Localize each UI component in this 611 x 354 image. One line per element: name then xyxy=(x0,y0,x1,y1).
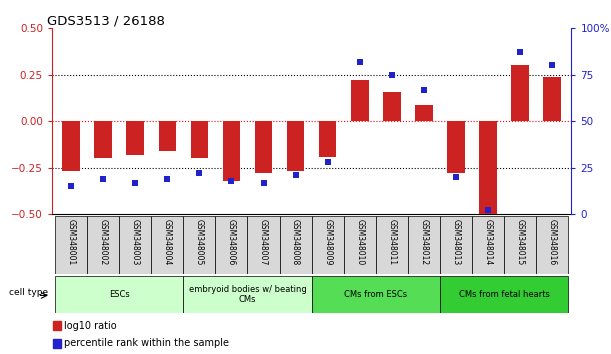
Bar xyxy=(543,77,561,121)
Bar xyxy=(183,216,216,274)
Bar xyxy=(55,276,183,313)
Point xyxy=(227,178,236,183)
Text: log10 ratio: log10 ratio xyxy=(64,321,117,331)
Text: GSM348012: GSM348012 xyxy=(419,219,428,265)
Bar xyxy=(415,104,433,121)
Point xyxy=(323,159,332,165)
Point xyxy=(130,180,140,185)
Bar xyxy=(440,216,472,274)
Text: GSM348014: GSM348014 xyxy=(483,219,492,265)
Bar xyxy=(511,65,529,121)
Bar xyxy=(62,121,80,171)
Bar xyxy=(376,216,408,274)
Bar xyxy=(222,121,240,181)
Bar xyxy=(54,339,61,348)
Text: GSM348013: GSM348013 xyxy=(452,219,460,265)
Text: CMs from ESCs: CMs from ESCs xyxy=(344,290,408,299)
Bar xyxy=(383,92,401,121)
Bar xyxy=(216,216,247,274)
Point xyxy=(66,183,76,189)
Text: GSM348009: GSM348009 xyxy=(323,219,332,265)
Text: embryoid bodies w/ beating
CMs: embryoid bodies w/ beating CMs xyxy=(189,285,306,304)
Text: GSM348007: GSM348007 xyxy=(259,219,268,265)
Bar xyxy=(351,80,368,121)
Text: ESCs: ESCs xyxy=(109,290,130,299)
Bar xyxy=(119,216,152,274)
Bar xyxy=(312,276,440,313)
Text: GSM348005: GSM348005 xyxy=(195,219,204,265)
Bar xyxy=(287,121,304,171)
Bar xyxy=(126,121,144,155)
Bar xyxy=(504,216,536,274)
Bar xyxy=(55,216,87,274)
Text: GSM348001: GSM348001 xyxy=(67,219,76,265)
Bar xyxy=(152,216,183,274)
Bar xyxy=(479,121,497,218)
Bar xyxy=(408,216,440,274)
Text: GSM348006: GSM348006 xyxy=(227,219,236,265)
Bar xyxy=(247,216,280,274)
Text: percentile rank within the sample: percentile rank within the sample xyxy=(64,338,229,348)
Bar xyxy=(54,321,61,330)
Point xyxy=(194,170,204,176)
Point xyxy=(355,59,365,65)
Bar xyxy=(440,276,568,313)
Text: GSM348016: GSM348016 xyxy=(547,219,557,265)
Text: GSM348002: GSM348002 xyxy=(99,219,108,265)
Text: GSM348015: GSM348015 xyxy=(516,219,524,265)
Bar xyxy=(280,216,312,274)
Text: CMs from fetal hearts: CMs from fetal hearts xyxy=(458,290,549,299)
Bar xyxy=(183,276,312,313)
Text: GSM348003: GSM348003 xyxy=(131,219,140,265)
Bar xyxy=(536,216,568,274)
Point xyxy=(483,207,493,213)
Point xyxy=(258,180,268,185)
Point xyxy=(387,72,397,78)
Bar xyxy=(319,121,337,156)
Point xyxy=(419,87,429,92)
Point xyxy=(163,176,172,182)
Point xyxy=(547,63,557,68)
Bar xyxy=(312,216,343,274)
Point xyxy=(515,50,525,55)
Text: GSM348008: GSM348008 xyxy=(291,219,300,265)
Bar xyxy=(472,216,504,274)
Text: cell type: cell type xyxy=(9,289,48,297)
Bar xyxy=(87,216,119,274)
Text: GDS3513 / 26188: GDS3513 / 26188 xyxy=(47,14,164,27)
Text: GSM348011: GSM348011 xyxy=(387,219,397,265)
Text: GSM348010: GSM348010 xyxy=(355,219,364,265)
Bar xyxy=(447,121,465,173)
Point xyxy=(98,176,108,182)
Text: GSM348004: GSM348004 xyxy=(163,219,172,265)
Bar xyxy=(343,216,376,274)
Point xyxy=(291,172,301,178)
Point xyxy=(451,174,461,180)
Bar xyxy=(95,121,112,159)
Bar xyxy=(158,121,176,151)
Bar xyxy=(255,121,273,173)
Bar xyxy=(191,121,208,159)
